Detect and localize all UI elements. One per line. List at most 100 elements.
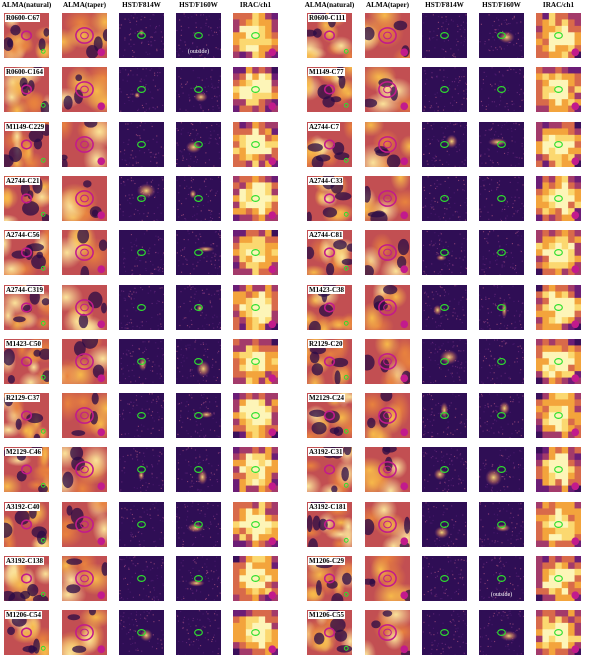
green-contour — [497, 575, 506, 582]
alma-contour — [323, 464, 336, 475]
green-contour — [554, 466, 563, 474]
green-contour — [440, 32, 449, 39]
green-contour — [194, 194, 203, 202]
green-contour — [40, 48, 46, 54]
cutout-hst-f814w — [118, 283, 165, 331]
green-contour — [40, 266, 46, 271]
cutout-image — [479, 284, 524, 330]
cutout-alma-natural: R0600-C67 — [3, 12, 50, 59]
beam-marker — [571, 482, 580, 491]
green-contour — [440, 140, 449, 148]
cutout-irac-ch1 — [535, 555, 582, 602]
cutout-image — [422, 610, 467, 656]
cutout-image — [479, 121, 524, 167]
cutout-image — [119, 230, 164, 276]
cutout-irac-ch1 — [535, 283, 582, 331]
source-id-label: M2129-C46 — [5, 448, 42, 457]
source-id-label: A2744-C7 — [308, 122, 340, 131]
source-id-label: A3192-C181 — [308, 502, 347, 511]
alma-contour — [378, 27, 397, 44]
alma-contour — [323, 247, 336, 258]
column-header-hst-f814w: HST/F814W — [425, 1, 464, 9]
alma-contour — [383, 140, 392, 148]
cutout-image — [62, 556, 107, 601]
cutout-image — [176, 13, 221, 58]
cutout-hst-f160w — [175, 446, 222, 494]
alma-contour — [378, 352, 397, 370]
cutout-image — [62, 175, 107, 221]
green-contour — [251, 303, 260, 311]
cutout-image — [479, 556, 524, 601]
cutout-hst-f814w — [118, 12, 165, 59]
cutout-image — [479, 610, 524, 656]
green-contour — [497, 357, 506, 365]
column-header-alma-taper: ALMA(taper) — [365, 1, 410, 9]
cutout-irac-ch1 — [232, 12, 279, 59]
cutout-image — [176, 67, 221, 113]
green-contour — [40, 320, 46, 326]
cutout-image — [62, 610, 107, 656]
cutout-image — [62, 230, 107, 276]
green-contour — [497, 140, 506, 148]
alma-contour — [80, 31, 89, 40]
green-contour — [343, 48, 349, 54]
cutout-alma-natural: A2744-C56 — [3, 229, 50, 277]
beam-marker — [268, 482, 277, 491]
cutout-alma-taper — [61, 283, 108, 331]
cutout-image — [119, 13, 164, 58]
beam-marker — [268, 319, 277, 328]
alma-contour — [378, 461, 397, 479]
cutout-hst-f814w — [421, 120, 468, 168]
cutout-image — [119, 67, 164, 113]
beam-marker — [97, 319, 106, 328]
cutout-irac-ch1 — [232, 500, 279, 548]
column-header-hst-f160w: HST/F160W — [482, 1, 521, 9]
beam-marker — [571, 537, 580, 545]
alma-contour — [383, 574, 392, 583]
cutout-image — [233, 284, 278, 330]
cutout-hst-f160w — [175, 337, 222, 385]
cutout-irac-ch1 — [232, 174, 279, 222]
green-contour — [251, 520, 260, 528]
green-contour — [194, 32, 203, 39]
green-contour — [440, 629, 449, 637]
cutout-image — [176, 121, 221, 167]
green-contour — [194, 357, 203, 365]
cutout-hst-f814w — [118, 174, 165, 222]
alma-contour — [20, 139, 33, 150]
cutout-hst-f160w — [175, 66, 222, 114]
cutout-irac-ch1 — [232, 283, 279, 331]
alma-contour — [323, 410, 336, 421]
beam-marker — [97, 645, 106, 654]
beam-marker — [400, 591, 409, 600]
alma-contour — [383, 520, 392, 529]
source-id-label: M2129-C24 — [308, 394, 345, 403]
beam-marker — [571, 157, 580, 165]
alma-contour — [323, 139, 336, 150]
cutout-hst-f814w — [118, 337, 165, 385]
cutout-image — [479, 447, 524, 493]
cutout-hst-f814w — [421, 66, 468, 114]
green-contour — [251, 412, 260, 420]
alma-contour — [383, 628, 392, 637]
beam-marker — [400, 537, 409, 545]
green-contour — [40, 428, 46, 434]
cutout-irac-ch1 — [535, 120, 582, 168]
green-contour — [194, 303, 203, 311]
green-contour — [440, 575, 449, 582]
cutout-alma-natural: R0600-C111 — [306, 12, 353, 59]
cutout-hst-f160w — [175, 392, 222, 440]
green-contour — [137, 86, 146, 94]
green-contour — [343, 537, 349, 543]
cutout-alma-taper — [61, 392, 108, 440]
green-contour — [497, 303, 506, 311]
alma-contour — [75, 81, 94, 99]
cutout-hst-f160w — [175, 120, 222, 168]
cutout-hst-f160w: (outside) — [478, 555, 525, 602]
alma-contour — [20, 301, 33, 313]
cutout-irac-ch1 — [535, 392, 582, 440]
alma-contour — [75, 570, 94, 587]
beam-marker — [97, 48, 106, 57]
cutout-image — [365, 556, 410, 601]
cutout-image — [365, 447, 410, 493]
